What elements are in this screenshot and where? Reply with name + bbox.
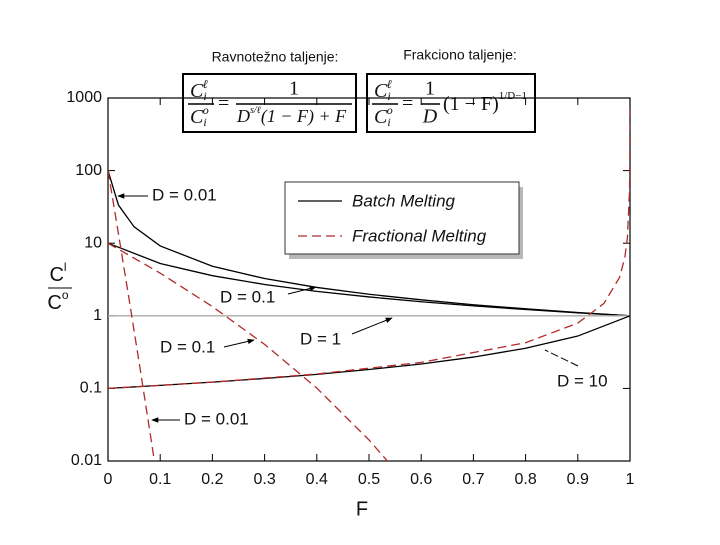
legend [284,181,520,255]
y-label: Cl [49,260,66,286]
subtitle: Ravnotežno taljenje: [212,49,339,65]
annotation: D = 1 [300,329,341,348]
y-tick-label: 1 [93,307,102,324]
x-tick-label: 0.2 [201,471,223,488]
annotation: D = 0.1 [220,287,275,306]
x-tick-label: 0.1 [149,471,171,488]
equation-box [182,73,357,133]
x-tick-label: 0.6 [410,471,432,488]
eq-rhs-num: 1 [425,78,435,100]
curve [108,242,630,317]
eq-lhs-den: Cio [190,103,209,129]
annotation: D = 0.01 [184,409,249,428]
curve [108,170,156,461]
annotation: D = 0.1 [160,337,215,356]
curve [108,242,389,461]
eq-lhs-num: Ciℓ [190,77,208,103]
annotation: D = 10 [557,371,608,390]
y-tick-label: 100 [75,162,102,179]
equation: Ciℓ Cio = 1 Ds/ℓ(1 − F) + F Ciℓ Cio = 1 … [188,77,527,129]
curve [108,107,630,390]
equation-box [366,73,536,133]
plot-frame [107,97,631,462]
y-tick-label: 0.01 [71,452,102,469]
x-tick-label: 1 [626,471,635,488]
eq-lhs-num: Ciℓ [374,77,392,103]
eq-rhs-den: Ds/ℓ(1 − F) + F [236,105,347,127]
y-tick-label: 10 [84,234,102,251]
x-tick-label: 0.8 [514,471,536,488]
x-tick-label: 0.5 [358,471,380,488]
x-tick-label: 0.7 [462,471,484,488]
x-tick-label: 0.9 [567,471,589,488]
legend-label: Fractional Melting [352,226,487,245]
eq-rhs-den: D [422,106,438,128]
eq-rhs-num: 1 [289,78,299,100]
annotations: D = 0.01 D = 0.1 D = 1 D = 0.1 D = 10 D … [117,185,608,428]
curve [108,170,630,317]
svg-text:=: = [402,93,413,115]
y-tick-label: 0.1 [80,380,102,397]
x-tick-label: 0 [104,471,113,488]
y-label: Co [47,288,68,314]
annotation: D = 0.01 [152,185,217,204]
svg-text:=: = [218,93,229,115]
subtitle: Frakciono taljenje: [403,47,517,63]
x-label: F [356,498,368,520]
y-tick-label: 1000 [66,89,102,106]
eq-lhs-den: Cio [374,103,393,129]
x-tick-label: 0.3 [253,471,275,488]
x-tick-label: 0.4 [306,471,328,488]
legend-label: Batch Melting [352,191,456,210]
